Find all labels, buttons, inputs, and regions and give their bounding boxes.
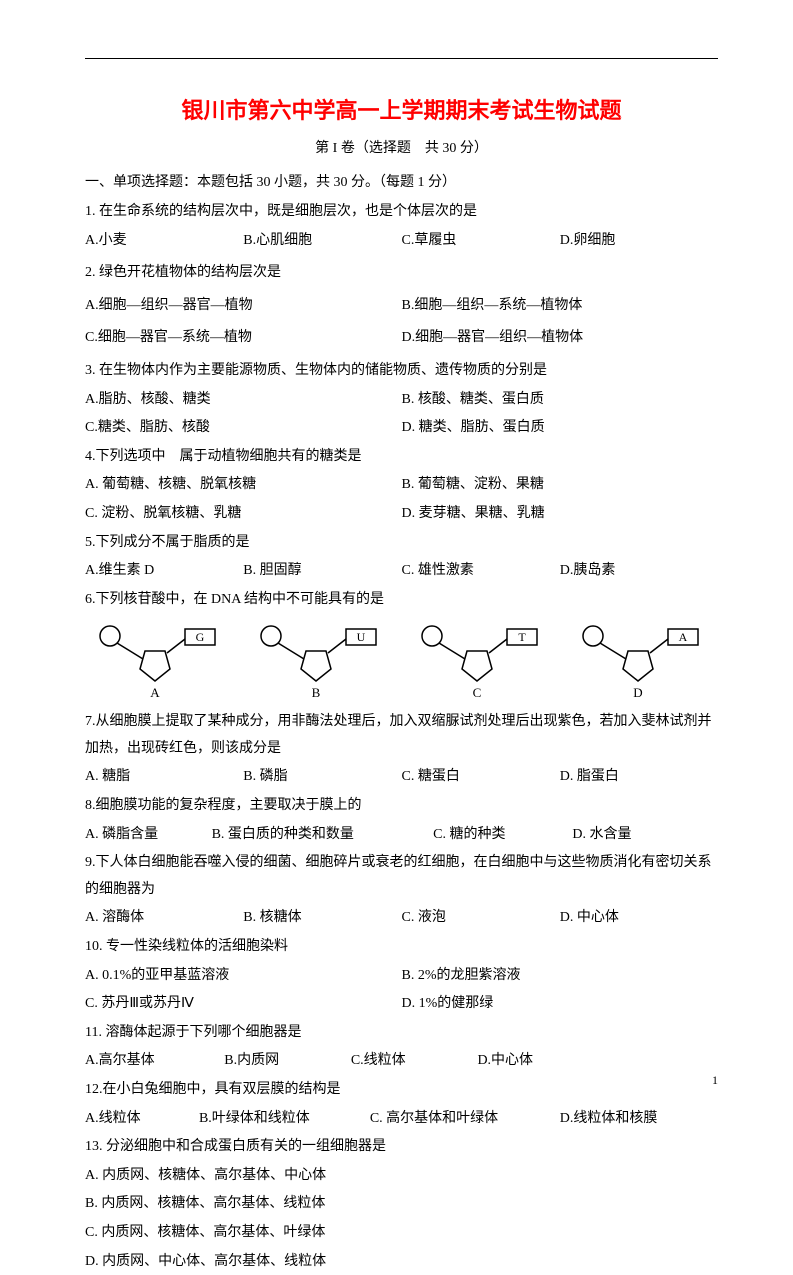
question-2-options-ab: A.细胞—组织—器官—植物B.细胞—组织—系统—植物体 [85, 293, 718, 320]
section-header: 一、单项选择题：本题包括 30 小题，共 30 分。（每题 1 分） [85, 170, 718, 197]
base-label: T [518, 630, 526, 644]
option-c: C.糖类、脂肪、核酸 [85, 415, 402, 442]
option-a: A. 溶酶体 [85, 905, 243, 932]
option-d: D.中心体 [477, 1048, 604, 1075]
base-label: U [357, 630, 366, 644]
option-b: B. 2%的龙胆紫溶液 [402, 963, 719, 990]
option-c: C. 高尔基体和叶绿体 [370, 1106, 560, 1133]
option-a: A.小麦 [85, 228, 243, 255]
option-c: C. 淀粉、脱氧核糖、乳糖 [85, 501, 402, 528]
option-b: B. 蛋白质的种类和数量 [212, 822, 434, 849]
option-d: D. 中心体 [560, 905, 718, 932]
nucleotide-diagrams: G A U B T C [85, 621, 718, 701]
base-label: A [679, 630, 688, 644]
question-3: 3. 在生物体内作为主要能源物质、生物体内的储能物质、遗传物质的分别是 [85, 358, 718, 385]
option-d: D.卵细胞 [560, 228, 718, 255]
diagram-label: A [150, 685, 160, 700]
option-b: B.心肌细胞 [243, 228, 401, 255]
option-c: C. 糖的种类 [433, 822, 572, 849]
question-1: 1. 在生命系统的结构层次中，既是细胞层次，也是个体层次的是 [85, 199, 718, 226]
option-d: D.细胞—器官—组织—植物体 [402, 325, 719, 352]
diagram-label: B [312, 685, 321, 700]
base-label: G [196, 630, 205, 644]
option-a: A.高尔基体 [85, 1048, 224, 1075]
question-13-option-d: D. 内质网、中心体、高尔基体、线粒体 [85, 1249, 718, 1275]
question-8-options: A. 磷脂含量B. 蛋白质的种类和数量C. 糖的种类D. 水含量 [85, 822, 718, 849]
option-d: D. 麦芽糖、果糖、乳糖 [402, 501, 719, 528]
option-a: A.线粒体 [85, 1106, 199, 1133]
option-c: C. 液泡 [402, 905, 560, 932]
diagram-label: D [633, 685, 642, 700]
option-d: D. 脂蛋白 [560, 764, 718, 791]
option-a: A. 0.1%的亚甲基蓝溶液 [85, 963, 402, 990]
question-4-options-cd: C. 淀粉、脱氧核糖、乳糖D. 麦芽糖、果糖、乳糖 [85, 501, 718, 528]
option-a: A.细胞—组织—器官—植物 [85, 293, 402, 320]
question-11: 11. 溶酶体起源于下列哪个细胞器是 [85, 1020, 718, 1047]
question-5: 5.下列成分不属于脂质的是 [85, 530, 718, 557]
option-b: B. 核酸、糖类、蛋白质 [402, 387, 719, 414]
question-7-options: A. 糖脂B. 磷脂C. 糖蛋白D. 脂蛋白 [85, 764, 718, 791]
question-13: 13. 分泌细胞中和合成蛋白质有关的一组细胞器是 [85, 1134, 718, 1161]
nucleotide-d: A D [578, 621, 708, 701]
question-6: 6.下列核苷酸中，在 DNA 结构中不可能具有的是 [85, 587, 718, 614]
question-12-options: A.线粒体B.叶绿体和线粒体C. 高尔基体和叶绿体D.线粒体和核膜 [85, 1106, 718, 1133]
option-c: C. 雄性激素 [402, 558, 560, 585]
option-a: A. 糖脂 [85, 764, 243, 791]
nucleotide-c: T C [417, 621, 547, 701]
option-c: C.细胞—器官—系统—植物 [85, 325, 402, 352]
question-4-options-ab: A. 葡萄糖、核糖、脱氧核糖B. 葡萄糖、淀粉、果糖 [85, 472, 718, 499]
question-4: 4.下列选项中 属于动植物细胞共有的糖类是 [85, 444, 718, 471]
question-12: 12.在小白兔细胞中，具有双层膜的结构是 [85, 1077, 718, 1104]
option-d: D.线粒体和核膜 [560, 1106, 718, 1133]
option-d: D. 1%的健那绿 [402, 991, 719, 1018]
question-7: 7.从细胞膜上提取了某种成分，用非酶法处理后，加入双缩脲试剂处理后出现紫色，若加… [85, 709, 718, 762]
option-c: C.线粒体 [351, 1048, 478, 1075]
option-a: A. 葡萄糖、核糖、脱氧核糖 [85, 472, 402, 499]
option-a: A.脂肪、核酸、糖类 [85, 387, 402, 414]
diagram-label: C [473, 685, 482, 700]
option-b: B. 葡萄糖、淀粉、果糖 [402, 472, 719, 499]
option-a: A. 磷脂含量 [85, 822, 212, 849]
question-3-options-ab: A.脂肪、核酸、糖类B. 核酸、糖类、蛋白质 [85, 387, 718, 414]
question-1-options: A.小麦B.心肌细胞C.草履虫D.卵细胞 [85, 228, 718, 255]
exam-title: 银川市第六中学高一上学期期末考试生物试题 [85, 90, 718, 132]
question-10: 10. 专一性染线粒体的活细胞染料 [85, 934, 718, 961]
question-2: 2. 绿色开花植物体的结构层次是 [85, 260, 718, 287]
question-5-options: A.维生素 DB. 胆固醇C. 雄性激素D.胰岛素 [85, 558, 718, 585]
option-b: B.细胞—组织—系统—植物体 [402, 293, 719, 320]
option-c: C. 糖蛋白 [402, 764, 560, 791]
option-b: B. 核糖体 [243, 905, 401, 932]
question-9: 9.下人体白细胞能吞噬入侵的细菌、细胞碎片或衰老的红细胞，在白细胞中与这些物质消… [85, 850, 718, 903]
option-b: B.叶绿体和线粒体 [199, 1106, 370, 1133]
question-9-options: A. 溶酶体B. 核糖体C. 液泡D. 中心体 [85, 905, 718, 932]
question-3-options-cd: C.糖类、脂肪、核酸D. 糖类、脂肪、蛋白质 [85, 415, 718, 442]
option-c: C. 苏丹Ⅲ或苏丹Ⅳ [85, 991, 402, 1018]
option-a: A.维生素 D [85, 558, 243, 585]
option-d: D. 糖类、脂肪、蛋白质 [402, 415, 719, 442]
question-13-option-c: C. 内质网、核糖体、高尔基体、叶绿体 [85, 1220, 718, 1247]
option-d: D. 水含量 [572, 822, 711, 849]
exam-subtitle: 第 I 卷（选择题 共 30 分） [85, 136, 718, 163]
option-b: B. 胆固醇 [243, 558, 401, 585]
question-8: 8.细胞膜功能的复杂程度，主要取决于膜上的 [85, 793, 718, 820]
question-13-option-a: A. 内质网、核糖体、高尔基体、中心体 [85, 1163, 718, 1190]
option-d: D.胰岛素 [560, 558, 718, 585]
option-b: B. 磷脂 [243, 764, 401, 791]
option-b: B.内质网 [224, 1048, 351, 1075]
option-c: C.草履虫 [402, 228, 560, 255]
nucleotide-a: G A [95, 621, 225, 701]
page-number: 1 [712, 1069, 718, 1092]
nucleotide-b: U B [256, 621, 386, 701]
question-11-options: A.高尔基体B.内质网C.线粒体D.中心体 [85, 1048, 718, 1075]
question-10-options-cd: C. 苏丹Ⅲ或苏丹ⅣD. 1%的健那绿 [85, 991, 718, 1018]
question-10-options-ab: A. 0.1%的亚甲基蓝溶液B. 2%的龙胆紫溶液 [85, 963, 718, 990]
question-2-options-cd: C.细胞—器官—系统—植物D.细胞—器官—组织—植物体 [85, 325, 718, 352]
question-13-option-b: B. 内质网、核糖体、高尔基体、线粒体 [85, 1191, 718, 1218]
